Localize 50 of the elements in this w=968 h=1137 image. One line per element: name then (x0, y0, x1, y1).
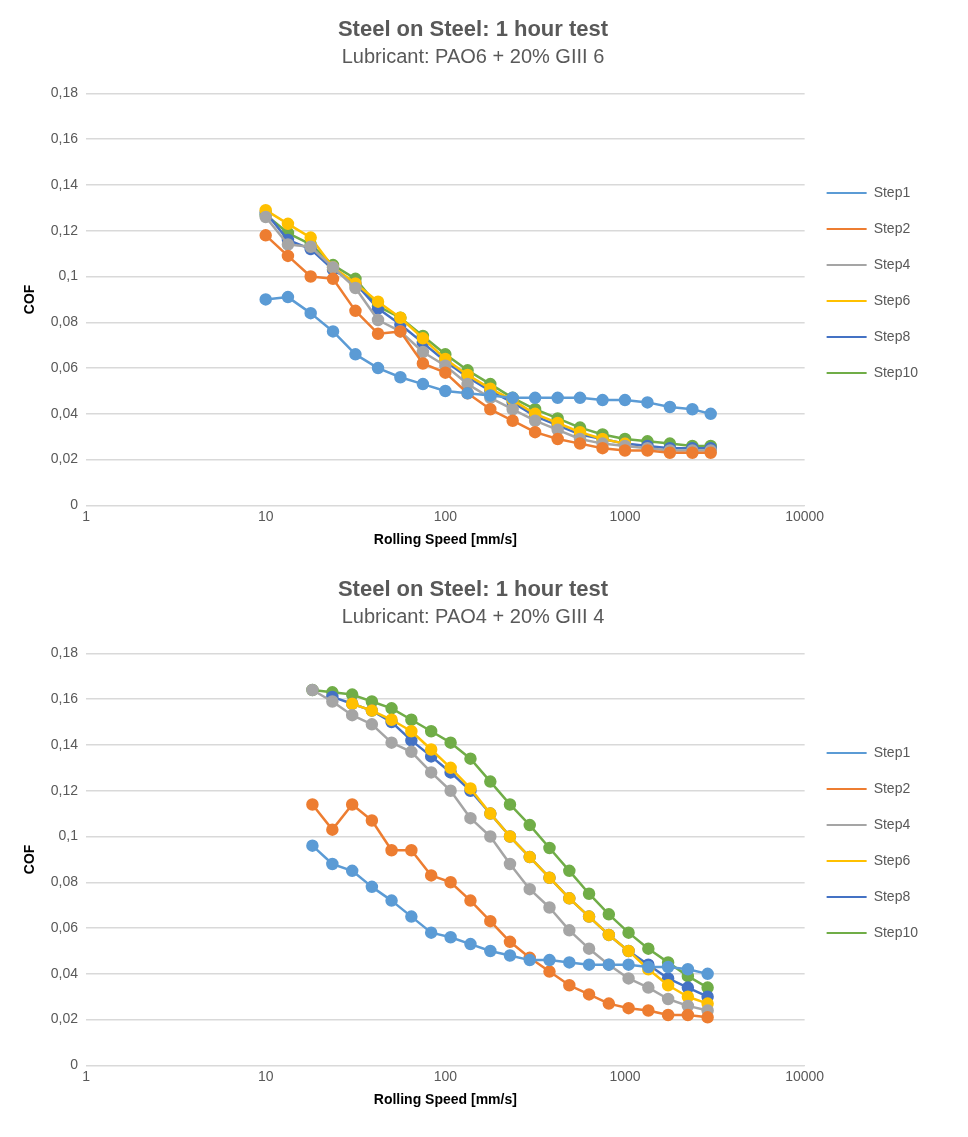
legend-label: Step2 (873, 219, 911, 236)
legend-label: Step10 (873, 363, 919, 380)
x-tick-label: 1 (82, 507, 91, 524)
x-tick-label: 100 (433, 507, 458, 524)
chart-title: Steel on Steel: 1 hour test (337, 576, 609, 602)
chart-subtitle: Lubricant: PAO4 + 20% GIII 4 (341, 604, 605, 627)
y-tick-label: 0,04 (50, 964, 79, 981)
legend-label: Step6 (873, 291, 911, 308)
y-tick-label: 0,16 (50, 690, 79, 707)
y-tick-label: 0 (70, 1056, 79, 1073)
legend-label: Step8 (873, 887, 911, 904)
x-tick-label: 1 (82, 1067, 91, 1084)
y-tick-label: 0,14 (50, 175, 79, 192)
legend-label: Step10 (873, 923, 919, 940)
y-tick-label: 0,12 (50, 781, 79, 798)
legend-label: Step6 (873, 851, 911, 868)
legend-label: Step8 (873, 327, 911, 344)
y-tick-label: 0,1 (58, 827, 79, 844)
x-tick-label: 1000 (609, 507, 641, 524)
y-tick-label: 0,04 (50, 404, 79, 421)
x-tick-label: 10000 (785, 507, 825, 524)
y-tick-label: 0,02 (50, 450, 79, 467)
legend-label: Step4 (873, 815, 911, 832)
x-tick-label: 10 (257, 1067, 274, 1084)
x-tick-label: 100 (433, 1067, 458, 1084)
y-tick-label: 0,06 (50, 918, 79, 935)
chart-subtitle: Lubricant: PAO6 + 20% GIII 6 (341, 44, 605, 67)
y-tick-label: 0,16 (50, 130, 79, 147)
legend-label: Step4 (873, 255, 911, 272)
y-axis-title: COF (21, 284, 38, 315)
y-tick-label: 0,14 (50, 735, 79, 752)
y-tick-label: 0,06 (50, 358, 79, 375)
legend-label: Step1 (873, 743, 911, 760)
y-tick-label: 0 (70, 496, 79, 513)
y-tick-label: 0,18 (50, 644, 79, 661)
legend-label: Step2 (873, 779, 911, 796)
x-tick-label: 1000 (609, 1067, 641, 1084)
x-tick-label: 10 (257, 507, 274, 524)
y-tick-label: 0,08 (50, 313, 79, 330)
y-tick-label: 0,08 (50, 873, 79, 890)
legend-label: Step1 (873, 183, 911, 200)
x-axis-title: Rolling Speed [mm/s] (373, 531, 517, 548)
y-tick-label: 0,1 (58, 267, 79, 284)
y-tick-label: 0,02 (50, 1010, 79, 1027)
x-axis-title: Rolling Speed [mm/s] (373, 1091, 517, 1108)
x-tick-label: 10000 (785, 1067, 825, 1084)
chart-title: Steel on Steel: 1 hour test (337, 16, 609, 42)
y-tick-label: 0,12 (50, 221, 79, 238)
y-axis-title: COF (21, 844, 38, 875)
y-tick-label: 0,18 (50, 84, 79, 101)
